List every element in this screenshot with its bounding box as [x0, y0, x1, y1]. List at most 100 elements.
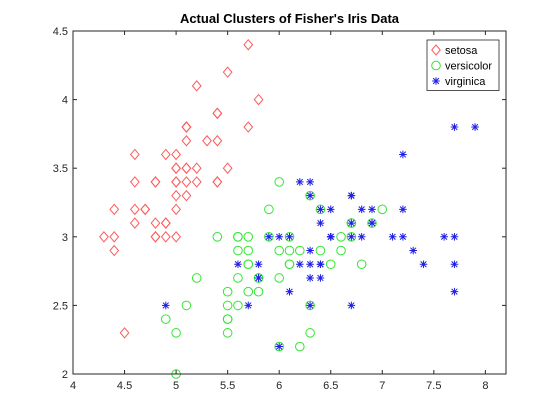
data-point-versicolor: [264, 204, 274, 215]
data-point-virginica: [316, 205, 325, 214]
data-point-setosa: [171, 203, 182, 216]
data-point-versicolor: [295, 245, 305, 256]
data-point-virginica: [399, 205, 407, 214]
data-point-versicolor: [295, 341, 305, 352]
data-point-setosa: [109, 231, 120, 243]
data-point-virginica: [306, 246, 314, 255]
legend-marker-versicolor: [431, 60, 441, 71]
data-point-setosa: [171, 176, 182, 188]
data-point-versicolor: [356, 259, 367, 270]
data-point-virginica: [254, 274, 263, 282]
data-point-virginica: [347, 191, 356, 200]
data-point-virginica: [316, 260, 325, 269]
x-tick-label: 7: [379, 380, 385, 392]
data-point-virginica: [357, 205, 366, 214]
data-point-virginica: [388, 233, 397, 241]
data-point-setosa: [129, 176, 140, 188]
data-point-versicolor: [222, 314, 233, 324]
data-point-setosa: [160, 231, 171, 243]
data-point-virginica: [450, 123, 459, 131]
data-point-versicolor: [222, 328, 233, 338]
data-point-setosa: [181, 176, 192, 188]
data-point-setosa: [160, 217, 171, 229]
data-point-setosa: [171, 231, 182, 243]
data-point-versicolor: [191, 273, 202, 283]
data-point-setosa: [243, 121, 254, 133]
data-point-versicolor: [233, 232, 243, 242]
x-tick-label: 8: [482, 380, 488, 392]
data-point-setosa: [212, 176, 223, 188]
data-point-setosa: [181, 121, 192, 133]
data-point-virginica: [326, 205, 335, 214]
data-point-virginica: [450, 233, 459, 241]
data-point-setosa: [171, 148, 182, 161]
data-point-virginica: [306, 274, 314, 282]
data-point-versicolor: [377, 204, 388, 215]
data-point-virginica: [440, 233, 448, 241]
data-point-setosa: [222, 162, 233, 174]
legend-label-virginica: virginica: [445, 76, 486, 88]
series-virginica: [161, 123, 479, 351]
data-point-versicolor: [284, 245, 295, 256]
data-point-virginica: [347, 301, 356, 310]
data-point-virginica: [357, 233, 366, 241]
data-point-versicolor: [346, 232, 357, 242]
data-point-virginica: [161, 301, 170, 310]
data-point-setosa: [191, 176, 202, 188]
data-point-versicolor: [233, 245, 243, 256]
data-point-virginica: [254, 260, 263, 269]
data-point-virginica: [306, 260, 314, 269]
data-point-setosa: [253, 93, 264, 106]
data-point-versicolor: [212, 232, 223, 242]
data-point-setosa: [99, 231, 109, 243]
data-point-versicolor: [284, 259, 295, 270]
data-point-versicolor: [253, 273, 264, 283]
y-tick-label: 3: [62, 232, 68, 244]
data-point-virginica: [471, 123, 479, 131]
data-point-virginica: [296, 260, 304, 269]
data-point-virginica: [347, 233, 356, 241]
data-point-versicolor: [305, 328, 315, 338]
data-point-setosa: [160, 148, 171, 161]
data-point-virginica: [316, 219, 325, 227]
data-point-versicolor: [336, 245, 346, 256]
data-point-versicolor: [222, 286, 233, 297]
data-point-versicolor: [222, 300, 233, 311]
data-point-setosa: [129, 203, 140, 216]
data-point-versicolor: [284, 232, 295, 242]
data-point-versicolor: [243, 245, 254, 256]
data-point-setosa: [212, 107, 223, 120]
data-point-versicolor: [274, 341, 284, 352]
data-point-virginica: [419, 260, 428, 269]
data-point-versicolor: [315, 204, 326, 215]
data-point-versicolor: [305, 300, 315, 311]
data-point-versicolor: [160, 314, 171, 324]
y-tick-label: 3.5: [53, 163, 68, 175]
data-point-setosa: [181, 162, 192, 174]
data-point-virginica: [409, 246, 418, 255]
legend-label-setosa: setosa: [445, 45, 478, 57]
data-point-setosa: [150, 231, 161, 243]
data-point-virginica: [306, 178, 314, 186]
data-point-virginica: [450, 287, 459, 296]
data-point-versicolor: [274, 245, 284, 256]
data-point-setosa: [222, 66, 233, 78]
data-point-virginica: [244, 301, 253, 310]
data-point-versicolor: [243, 232, 254, 242]
data-point-setosa: [191, 162, 202, 174]
legend-item-versicolor: versicolor: [431, 60, 492, 73]
data-point-setosa: [129, 217, 140, 229]
data-point-versicolor: [274, 177, 284, 187]
legend-label-versicolor: versicolor: [445, 61, 492, 73]
chart-title: Actual Clusters of Fisher's Iris Data: [180, 11, 400, 26]
data-point-versicolor: [233, 300, 243, 311]
data-point-setosa: [191, 80, 202, 92]
data-point-virginica: [450, 260, 459, 269]
data-point-setosa: [129, 148, 140, 161]
x-tick-label: 4.5: [117, 380, 132, 392]
data-point-setosa: [212, 134, 223, 147]
data-point-virginica: [399, 233, 407, 241]
data-point-setosa: [181, 189, 192, 202]
